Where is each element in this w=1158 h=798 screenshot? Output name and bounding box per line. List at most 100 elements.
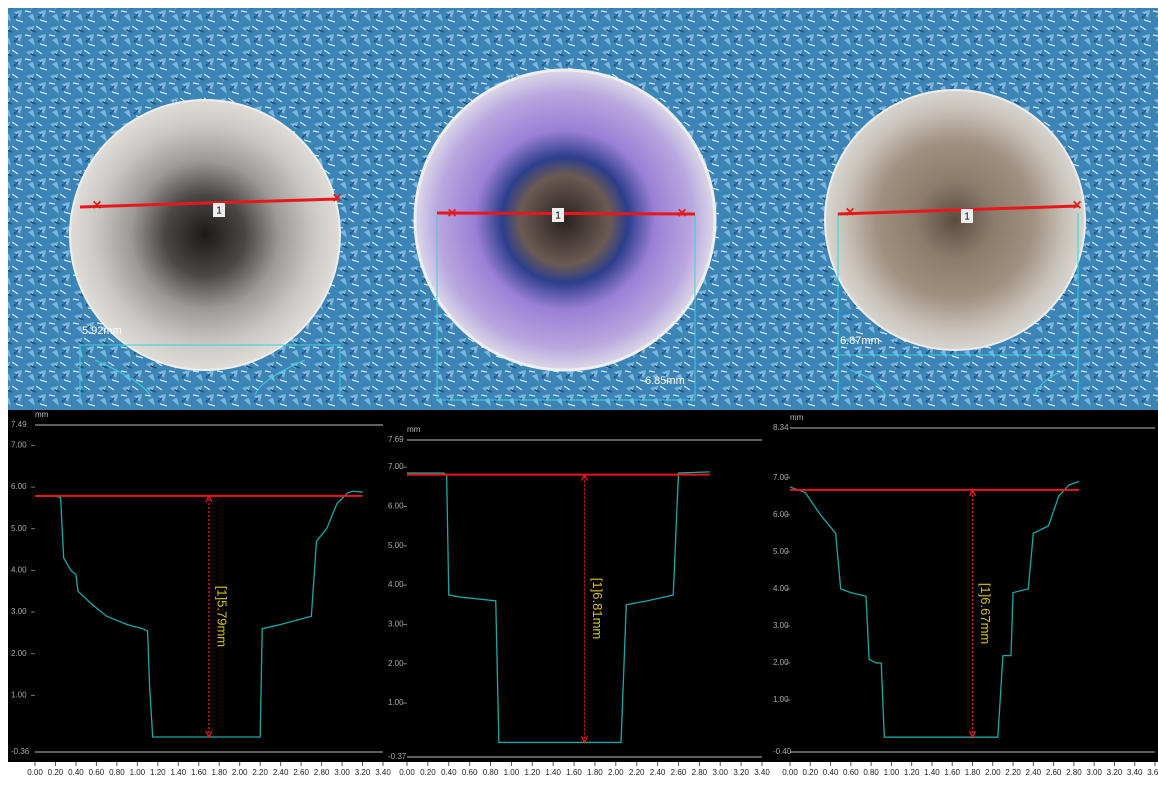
x-tick-label: 2.20 xyxy=(629,768,645,777)
x-tick-label: 0.60 xyxy=(843,768,859,777)
cross: × xyxy=(845,204,854,221)
x-tick-label: 2.00 xyxy=(608,768,624,777)
x-tick-label: 2.00 xyxy=(232,768,248,777)
x-tick-label: 0.60 xyxy=(89,768,105,777)
measurement-label: [1]5.79mm xyxy=(215,586,230,647)
x-tick-label: 0.60 xyxy=(462,768,478,777)
y-axis-label: mm xyxy=(407,425,421,434)
y-tick-label: 1.00 xyxy=(388,698,404,707)
x-tick-label: 1.60 xyxy=(191,768,207,777)
x-tick-label: 3.20 xyxy=(355,768,371,777)
x-tick-label: 3.40 xyxy=(1127,768,1143,777)
y-tick-label: -0.37 xyxy=(388,752,407,761)
x-tick-label: 3.60 xyxy=(1147,768,1158,777)
cross: × xyxy=(332,190,341,207)
y-tick-label: 4.00 xyxy=(388,580,404,589)
y-tick-label: 4.00 xyxy=(11,565,27,574)
cross: × xyxy=(447,205,456,222)
y-axis-label: mm xyxy=(790,413,804,422)
x-tick-label: 0.80 xyxy=(483,768,499,777)
x-tick-label: 2.40 xyxy=(1026,768,1042,777)
plot-background xyxy=(770,410,1158,762)
caption: 6.85mm xyxy=(645,375,685,387)
x-tick-label: 0.40 xyxy=(441,768,457,777)
x-tick-label: 2.20 xyxy=(252,768,268,777)
marker: 1 xyxy=(964,212,970,223)
x-tick-label: 2.40 xyxy=(650,768,666,777)
x-tick-label: 0.00 xyxy=(399,768,415,777)
x-tick-label: 2.80 xyxy=(1066,768,1082,777)
x-tick-label: 1.00 xyxy=(130,768,146,777)
x-tick-label: 0.20 xyxy=(48,768,64,777)
y-tick-label: 1.00 xyxy=(11,690,27,699)
x-tick-label: 1.20 xyxy=(904,768,920,777)
y-tick-label: 6.00 xyxy=(11,482,27,491)
x-tick-label: 1.80 xyxy=(965,768,981,777)
x-tick-label: 3.20 xyxy=(733,768,749,777)
x-tick-label: 2.00 xyxy=(985,768,1001,777)
x-tick-label: 1.00 xyxy=(884,768,900,777)
x-tick-label: 2.60 xyxy=(1046,768,1062,777)
y-tick-label: 7.00 xyxy=(388,462,404,471)
x-tick-label: 1.60 xyxy=(566,768,582,777)
caption: 6.87mm xyxy=(840,335,880,347)
x-tick-label: 2.40 xyxy=(273,768,289,777)
y-tick-label: 5.00 xyxy=(11,524,27,533)
x-tick-label: 2.60 xyxy=(293,768,309,777)
x-tick-label: 0.00 xyxy=(782,768,798,777)
y-tick-label: 6.00 xyxy=(388,502,404,511)
cross: × xyxy=(92,197,101,214)
x-tick-label: 0.80 xyxy=(109,768,125,777)
x-tick-label: 3.40 xyxy=(754,768,770,777)
x-tick-label: 3.00 xyxy=(334,768,350,777)
caption: 5.92mm xyxy=(82,325,122,337)
y-axis-label: mm xyxy=(35,410,49,419)
x-tick-label: 1.40 xyxy=(171,768,187,777)
figure: × × 1 5.92mm × × 1 6.85mm × × 1 6.87mm m… xyxy=(0,0,1158,798)
x-tick-label: 3.20 xyxy=(1107,768,1123,777)
x-tick-label: 1.40 xyxy=(545,768,561,777)
x-tick-label: 1.80 xyxy=(211,768,227,777)
x-tick-label: 2.60 xyxy=(671,768,687,777)
marker: 1 xyxy=(216,206,222,217)
x-tick-label: 1.00 xyxy=(504,768,520,777)
y-tick-label: 7.69 xyxy=(388,435,404,444)
x-tick-label: 0.40 xyxy=(823,768,839,777)
x-tick-label: 0.00 xyxy=(27,768,43,777)
cross: × xyxy=(677,205,686,222)
x-tick-label: 2.80 xyxy=(314,768,330,777)
y-tick-label: 3.00 xyxy=(388,620,404,629)
cross: × xyxy=(1072,197,1081,214)
measure-line xyxy=(437,213,695,214)
x-tick-label: 1.20 xyxy=(525,768,541,777)
measurement-label: [1]6.81mm xyxy=(590,578,605,639)
y-tick-label: 7.00 xyxy=(11,441,27,450)
x-tick-label: 0.40 xyxy=(68,768,84,777)
y-tick-label: 2.00 xyxy=(11,649,27,658)
x-tick-label: 2.20 xyxy=(1005,768,1021,777)
marker: 1 xyxy=(555,211,561,222)
plot-background xyxy=(385,410,770,762)
y-tick-label: 2.00 xyxy=(388,659,404,668)
y-tick-label: 7.49 xyxy=(11,420,27,429)
plot-background xyxy=(8,410,385,762)
y-tick-label: 8.34 xyxy=(773,423,789,432)
x-tick-label: 1.60 xyxy=(944,768,960,777)
x-tick-label: 1.20 xyxy=(150,768,166,777)
y-tick-label: -0.36 xyxy=(11,747,30,756)
x-tick-label: 0.20 xyxy=(420,768,436,777)
x-tick-label: 3.00 xyxy=(712,768,728,777)
y-tick-label: 5.00 xyxy=(388,541,404,550)
x-tick-label: 0.80 xyxy=(863,768,879,777)
x-tick-label: 1.80 xyxy=(587,768,603,777)
x-tick-label: 1.40 xyxy=(924,768,940,777)
x-tick-label: 0.20 xyxy=(802,768,818,777)
part xyxy=(415,70,715,370)
measurement-label: [1]6.67mm xyxy=(978,583,993,644)
part xyxy=(825,90,1085,350)
photo-panel: × × 1 6.85mm xyxy=(385,8,770,410)
x-tick-label: 3.00 xyxy=(1086,768,1102,777)
photo-panel: × × 1 5.92mm xyxy=(8,8,385,410)
y-tick-label: 3.00 xyxy=(11,607,27,616)
y-tick-label: -0.40 xyxy=(773,747,792,756)
